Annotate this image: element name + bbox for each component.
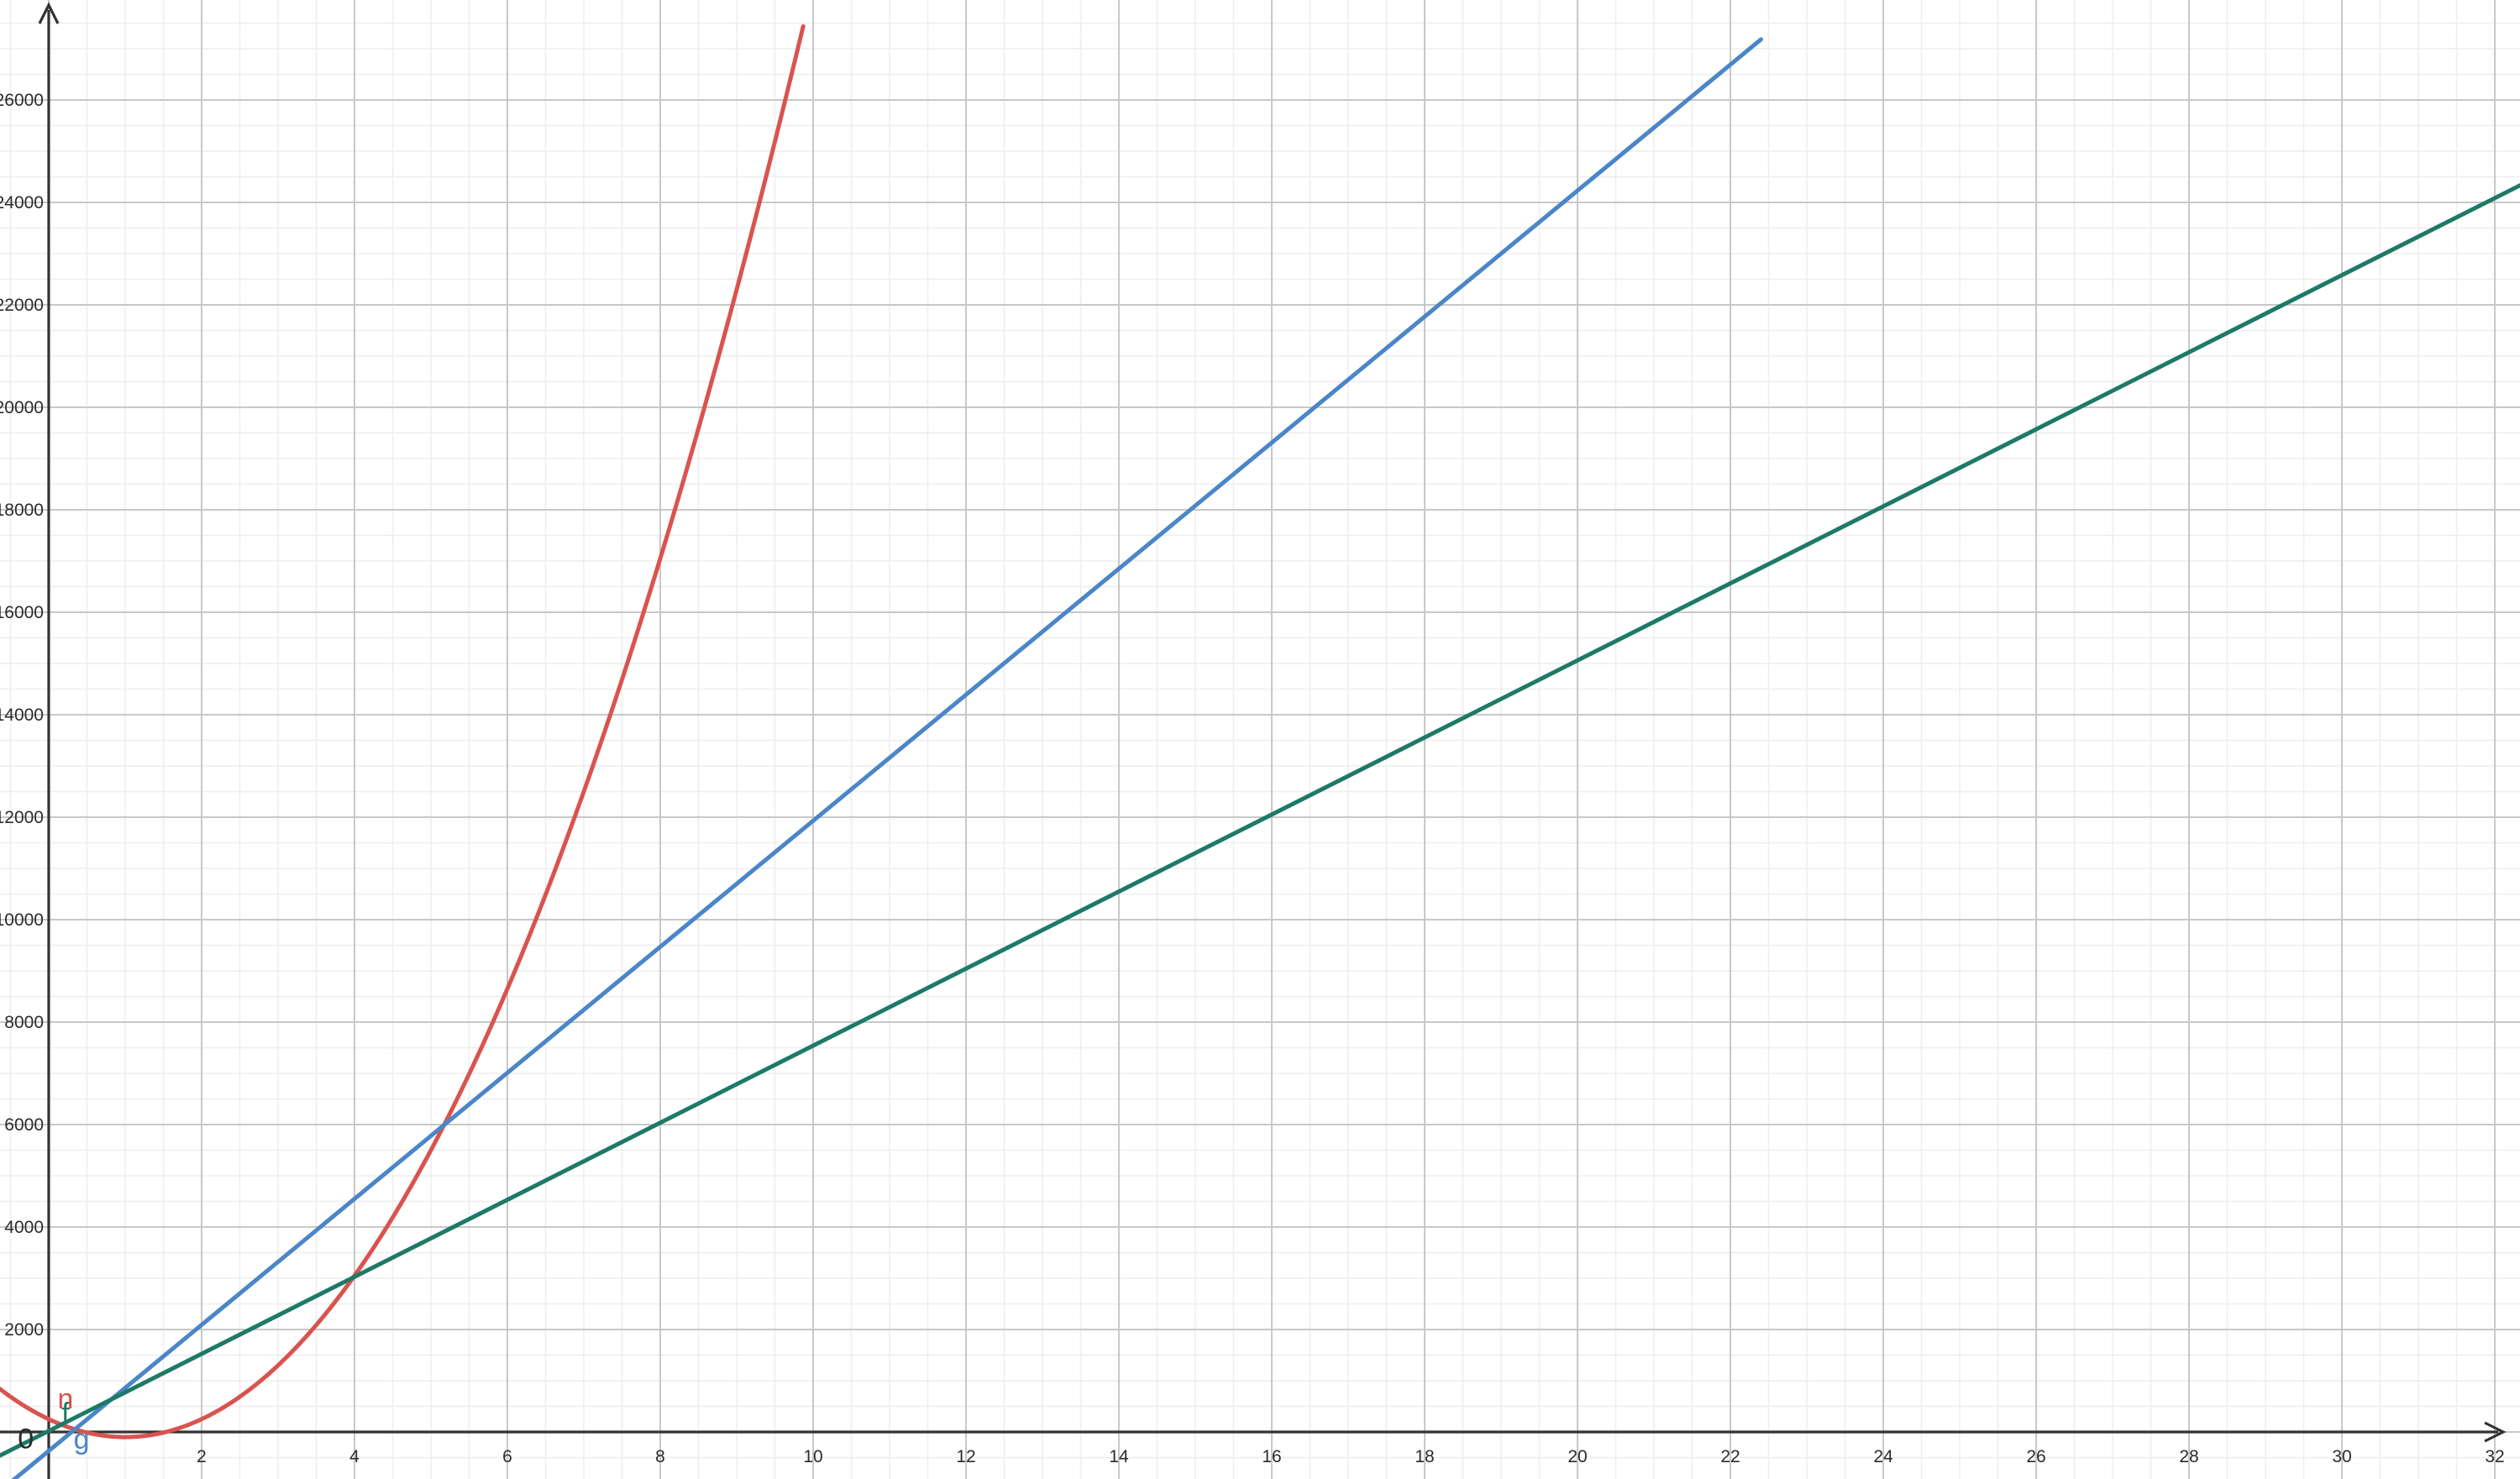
y-tick-label: 4000: [4, 1218, 44, 1237]
x-tick-label: 10: [803, 1447, 822, 1466]
x-tick-label: 24: [1873, 1447, 1893, 1466]
curve-label-origin: 0: [18, 1424, 34, 1455]
y-tick-label: 2000: [4, 1320, 44, 1340]
curve-f[interactable]: [0, 182, 2520, 1458]
x-tick-label: 30: [2332, 1447, 2351, 1466]
axis-tick-labels: 2 4 6 8 10 12 14 16 18 20 22 24 26 28 30 32200040006000…: [0, 91, 2505, 1466]
x-tick-label: 16: [1262, 1447, 1281, 1466]
x-tick-label: 14: [1109, 1447, 1129, 1466]
curve-g[interactable]: [0, 37, 1763, 1479]
x-tick-label: 22: [1720, 1447, 1740, 1466]
y-tick-label: 12000: [0, 808, 44, 827]
x-tick-label: 2: [197, 1447, 207, 1466]
x-tick-label: 28: [2179, 1447, 2198, 1466]
plotted-curves[interactable]: [0, 24, 2520, 1479]
y-tick-label: 8000: [4, 1013, 44, 1032]
curve-label-n: n: [58, 1383, 74, 1415]
y-tick-label: 26000: [0, 91, 44, 110]
x-tick-label: 26: [2026, 1447, 2045, 1466]
y-tick-label: 14000: [0, 705, 44, 725]
curve-label-g: g: [74, 1424, 90, 1455]
curve-label-f: f: [61, 1398, 70, 1429]
x-tick-label: 18: [1415, 1447, 1434, 1466]
y-tick-label: 16000: [0, 603, 44, 622]
x-tick-label: 20: [1567, 1447, 1587, 1466]
y-tick-label: 24000: [0, 193, 44, 212]
x-tick-label: 4: [349, 1447, 360, 1466]
y-tick-label: 6000: [4, 1115, 44, 1135]
y-tick-label: 10000: [0, 910, 44, 930]
x-tick-label: 6: [502, 1447, 512, 1466]
curve-n[interactable]: [0, 24, 806, 1440]
y-tick-label: 20000: [0, 398, 44, 417]
x-tick-label: 32: [2485, 1447, 2504, 1466]
curve-labels: nfg 0: [18, 1383, 89, 1455]
x-tick-label: 8: [655, 1447, 665, 1466]
x-tick-label: 12: [956, 1447, 975, 1466]
y-tick-label: 18000: [0, 501, 44, 520]
